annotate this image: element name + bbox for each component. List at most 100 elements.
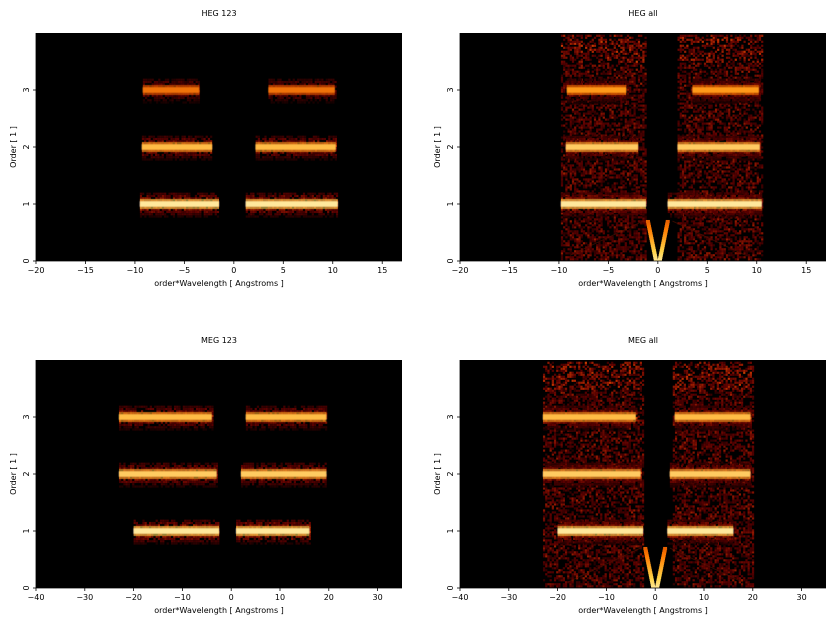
noise-cell: [743, 180, 746, 183]
noise-cell: [613, 172, 616, 175]
noise-cell: [741, 126, 744, 129]
noise-cell: [582, 232, 586, 235]
band-halo-cell: [252, 197, 255, 200]
band-halo-cell: [307, 192, 310, 195]
noise-cell: [565, 166, 568, 169]
noise-cell: [706, 220, 709, 223]
noise-cell: [701, 120, 704, 123]
noise-cell: [567, 128, 570, 131]
noise-cell: [609, 136, 612, 139]
band-halo-cell: [309, 197, 312, 200]
band-halo-cell: [287, 208, 290, 211]
band-halo-cell: [155, 137, 158, 141]
noise-cell: [730, 252, 733, 255]
noise-cell: [637, 258, 641, 261]
noise-cell: [679, 228, 682, 231]
noise-cell: [615, 224, 619, 227]
noise-cell: [611, 140, 614, 143]
band-halo-cell: [319, 78, 322, 81]
noise-cell: [684, 162, 687, 165]
noise-cell: [591, 220, 594, 223]
band-halo-cell: [277, 158, 280, 161]
band-halo-cell: [304, 156, 307, 159]
noise-cell: [622, 166, 625, 169]
noise-cell: [697, 164, 700, 167]
noise-cell: [642, 160, 645, 163]
noise-cell: [565, 224, 568, 227]
noise-cell: [637, 164, 641, 167]
band-halo-cell: [293, 140, 296, 143]
band-halo-cell: [326, 158, 329, 161]
band-halo-cell: [257, 151, 260, 154]
noise-cell: [717, 218, 720, 221]
noise-cell: [637, 146, 641, 149]
noise-cell: [607, 224, 610, 227]
noise-cell: [600, 222, 603, 225]
noise-cell: [591, 228, 594, 231]
noise-cell: [596, 248, 599, 251]
noise-cell: [752, 242, 755, 245]
band-glow: [268, 84, 335, 96]
band-halo-cell: [301, 151, 304, 154]
noise-cell: [609, 124, 612, 127]
noise-cell: [728, 238, 731, 241]
band-halo-cell: [245, 194, 248, 198]
band-halo-cell: [152, 156, 156, 159]
noise-cell: [642, 230, 645, 233]
band-halo-cell: [280, 208, 284, 211]
band-halo-cell: [321, 94, 324, 97]
noise-cell: [706, 162, 709, 165]
band-halo-cell: [247, 213, 251, 216]
noise-cell: [604, 186, 608, 189]
noise-cell: [571, 164, 575, 167]
band-halo-cell: [314, 94, 317, 97]
noise-cell: [596, 226, 599, 229]
noise-cell: [563, 136, 566, 139]
noise-cell: [593, 224, 597, 227]
noise-cell: [618, 230, 621, 233]
noise-cell: [754, 258, 757, 261]
band-halo-cell: [335, 192, 339, 195]
noise-cell: [745, 248, 748, 251]
band-halo-cell: [188, 151, 191, 154]
band-halo-cell: [153, 99, 157, 102]
noise-cell: [736, 256, 740, 259]
noise-cell: [730, 172, 733, 175]
band-halo-cell: [295, 137, 298, 141]
noise-cell: [739, 218, 742, 221]
band-halo-cell: [196, 153, 200, 157]
band-halo-cell: [188, 192, 191, 195]
band-halo-cell: [175, 80, 179, 84]
noise-cell: [719, 218, 722, 221]
noise-cell: [635, 182, 638, 185]
noise-cell: [761, 242, 764, 245]
noise-cell: [644, 162, 647, 165]
band-halo-cell: [171, 94, 174, 97]
noise-cell: [695, 126, 698, 129]
noise-cell: [690, 126, 693, 129]
noise-cell: [631, 180, 634, 183]
band-halo-cell: [283, 80, 287, 84]
noise-cell: [761, 164, 764, 167]
band-halo-cell: [283, 210, 286, 214]
band-halo-cell: [191, 96, 194, 100]
noise-cell: [739, 238, 742, 241]
noise-cell: [567, 130, 570, 133]
noise-cell: [591, 176, 594, 179]
noise-cell: [565, 122, 568, 125]
noise-cell: [629, 162, 632, 165]
noise-cell: [684, 230, 687, 233]
band-halo-cell: [170, 135, 173, 138]
band-halo-cell: [323, 156, 326, 159]
band-halo-cell: [282, 151, 285, 154]
band-halo-cell: [147, 80, 150, 84]
band-halo-cell: [172, 140, 175, 143]
band-halo-cell: [186, 194, 189, 198]
noise-cell: [560, 236, 564, 239]
band-halo-cell: [297, 135, 300, 138]
noise-cell: [580, 228, 583, 231]
noise-cell: [725, 236, 729, 239]
band-halo-cell: [178, 78, 181, 81]
band-halo-cell: [172, 151, 175, 154]
noise-cell: [688, 232, 691, 235]
